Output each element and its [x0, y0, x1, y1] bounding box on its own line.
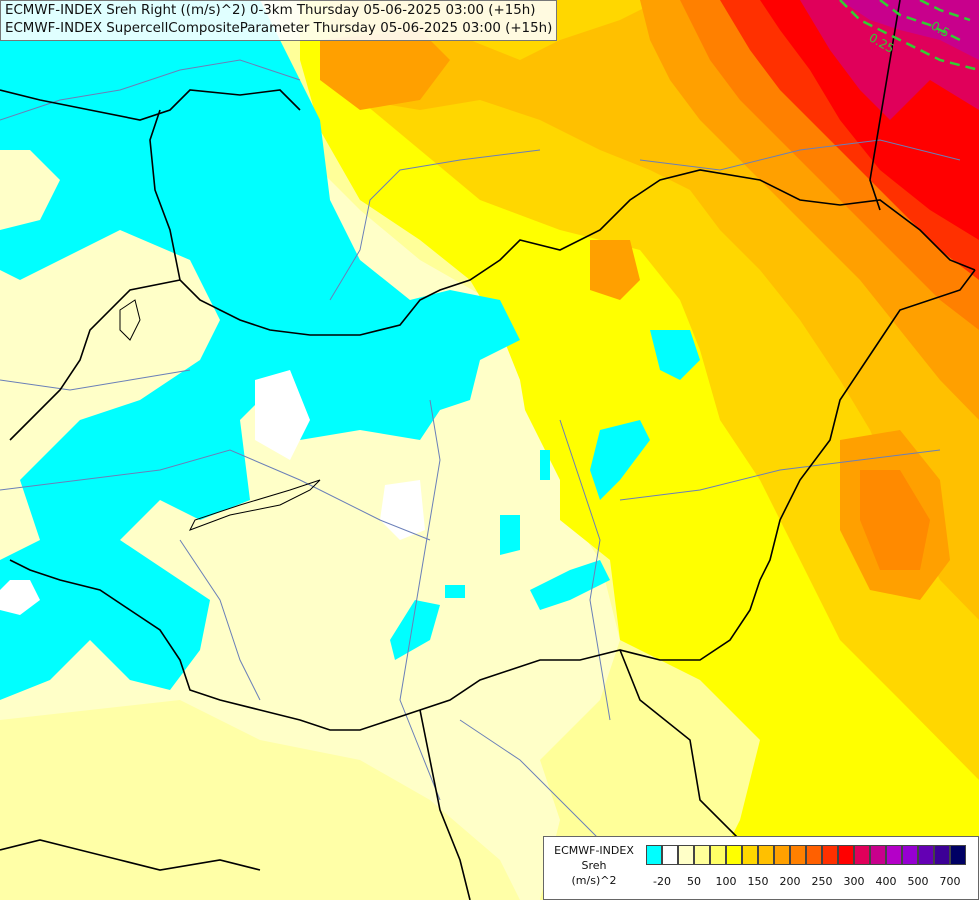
legend-title-model: ECMWF-INDEX: [554, 844, 634, 857]
legend-tick-label: 300: [843, 875, 865, 888]
legend-swatch: [854, 845, 870, 865]
legend-swatch: [726, 845, 742, 865]
legend-swatch: [678, 845, 694, 865]
legend-title: ECMWF-INDEX Sreh (m/s)^2: [546, 843, 642, 888]
legend-swatch: [742, 845, 758, 865]
legend-tick-label: 200: [779, 875, 801, 888]
legend-swatch: [950, 845, 966, 865]
legend-swatch: [886, 845, 902, 865]
legend-title-param: Sreh: [581, 859, 607, 872]
legend-tick-label: 250: [811, 875, 833, 888]
legend-swatch: [838, 845, 854, 865]
legend-swatch: [790, 845, 806, 865]
legend-swatch: [774, 845, 790, 865]
legend-swatch: [710, 845, 726, 865]
legend-tick-label: 50: [687, 875, 701, 888]
legend-tick-label: 500: [907, 875, 929, 888]
legend-tick-label: 700: [939, 875, 961, 888]
legend-swatch: [870, 845, 886, 865]
legend-swatch: [902, 845, 918, 865]
rivers: [0, 59, 961, 841]
map-title-box: ECMWF-INDEX Sreh Right ((m/s)^2) 0-3km T…: [0, 0, 558, 41]
legend-title-unit: (m/s)^2: [571, 874, 617, 887]
scp-contours: [839, 0, 979, 72]
title-line-scp: ECMWF-INDEX SupercellCompositeParameter …: [5, 21, 553, 36]
legend-swatch: [662, 845, 678, 865]
legend-swatch: [934, 845, 950, 865]
legend-tick-label: 150: [747, 875, 769, 888]
title-line-sreh: ECMWF-INDEX Sreh Right ((m/s)^2) 0-3km T…: [5, 3, 536, 18]
legend-swatch: [694, 845, 710, 865]
legend-swatch: [918, 845, 934, 865]
legend-swatch: [806, 845, 822, 865]
legend-tick-label: 100: [715, 875, 737, 888]
legend-swatch: [822, 845, 838, 865]
legend-swatch: [646, 845, 662, 865]
legend-tick-label: 400: [875, 875, 897, 888]
legend-tick-label: -20: [653, 875, 671, 888]
legend-swatch: [758, 845, 774, 865]
color-legend: ECMWF-INDEX Sreh (m/s)^2 -20 50 100 150 200 2…: [543, 836, 979, 900]
